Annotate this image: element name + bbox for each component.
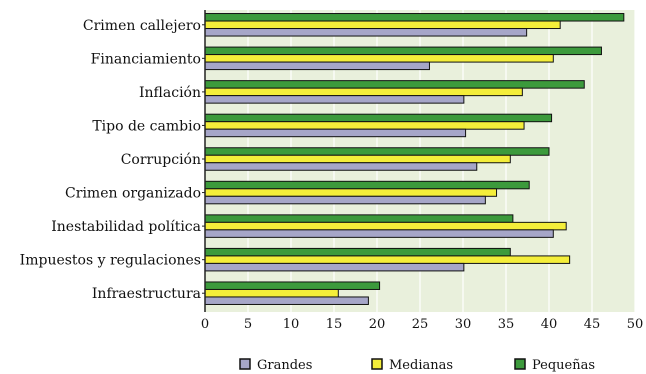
bar-pequeñas (204, 147, 550, 156)
x-tick-label: 20 (369, 317, 386, 332)
bar-grandes (204, 28, 528, 37)
legend-label: Pequeñas (532, 358, 595, 373)
bar-medianas (204, 221, 567, 231)
bar-grandes (204, 195, 486, 205)
x-tick-label: 0 (201, 317, 209, 332)
category-label: Crimen organizado (65, 186, 201, 202)
bar-pequeñas (204, 247, 511, 257)
category-label: Infraestructura (92, 286, 201, 302)
bar-medianas (204, 54, 554, 63)
bar-pequeñas (204, 180, 530, 190)
category-label: Financiamiento (91, 51, 201, 67)
bar-grandes (204, 262, 465, 272)
category-label: Tipo de cambio (92, 118, 201, 134)
bar-grandes (204, 229, 554, 238)
x-tick-label: 35 (498, 317, 515, 332)
legend-label: Medianas (389, 358, 453, 373)
bar-pequeñas (204, 281, 381, 290)
category-label: Inestabilidad política (51, 219, 201, 235)
legend-swatch-grandes (239, 358, 251, 370)
bar-medianas (204, 87, 523, 97)
bar-medianas (204, 20, 561, 30)
bar-pequeñas (204, 46, 602, 56)
bar-grandes (204, 95, 465, 104)
x-tick-label: 45 (584, 317, 601, 332)
bar-medianas (204, 188, 498, 197)
category-label: Crimen callejero (83, 18, 201, 34)
legend-swatch-medianas (371, 358, 383, 370)
category-label: Impuestos y regulaciones (20, 253, 201, 269)
bar-pequeñas (204, 214, 514, 223)
x-tick-label: 10 (283, 317, 300, 332)
bar-medianas (204, 121, 525, 130)
bar-grandes (204, 128, 467, 138)
x-tick-label: 5 (244, 317, 252, 332)
bar-grandes (204, 61, 430, 71)
legend-swatch-pequeñas (514, 358, 526, 370)
bar-medianas (204, 288, 339, 298)
category-label: Corrupción (121, 152, 201, 168)
bar-medianas (204, 255, 571, 264)
x-tick-label: 40 (541, 317, 558, 332)
bar-pequeñas (204, 80, 585, 89)
bar-grandes (204, 162, 478, 171)
bar-medianas (204, 154, 511, 164)
x-tick-label: 50 (627, 317, 644, 332)
bar-grandes (204, 296, 369, 305)
x-tick-label: 25 (412, 317, 429, 332)
bar-pequeñas (204, 113, 553, 123)
x-tick-label: 30 (455, 317, 472, 332)
x-tick-label: 15 (326, 317, 343, 332)
category-label: Inflación (139, 85, 201, 101)
bar-pequeñas (204, 13, 625, 22)
legend-label: Grandes (257, 358, 312, 373)
